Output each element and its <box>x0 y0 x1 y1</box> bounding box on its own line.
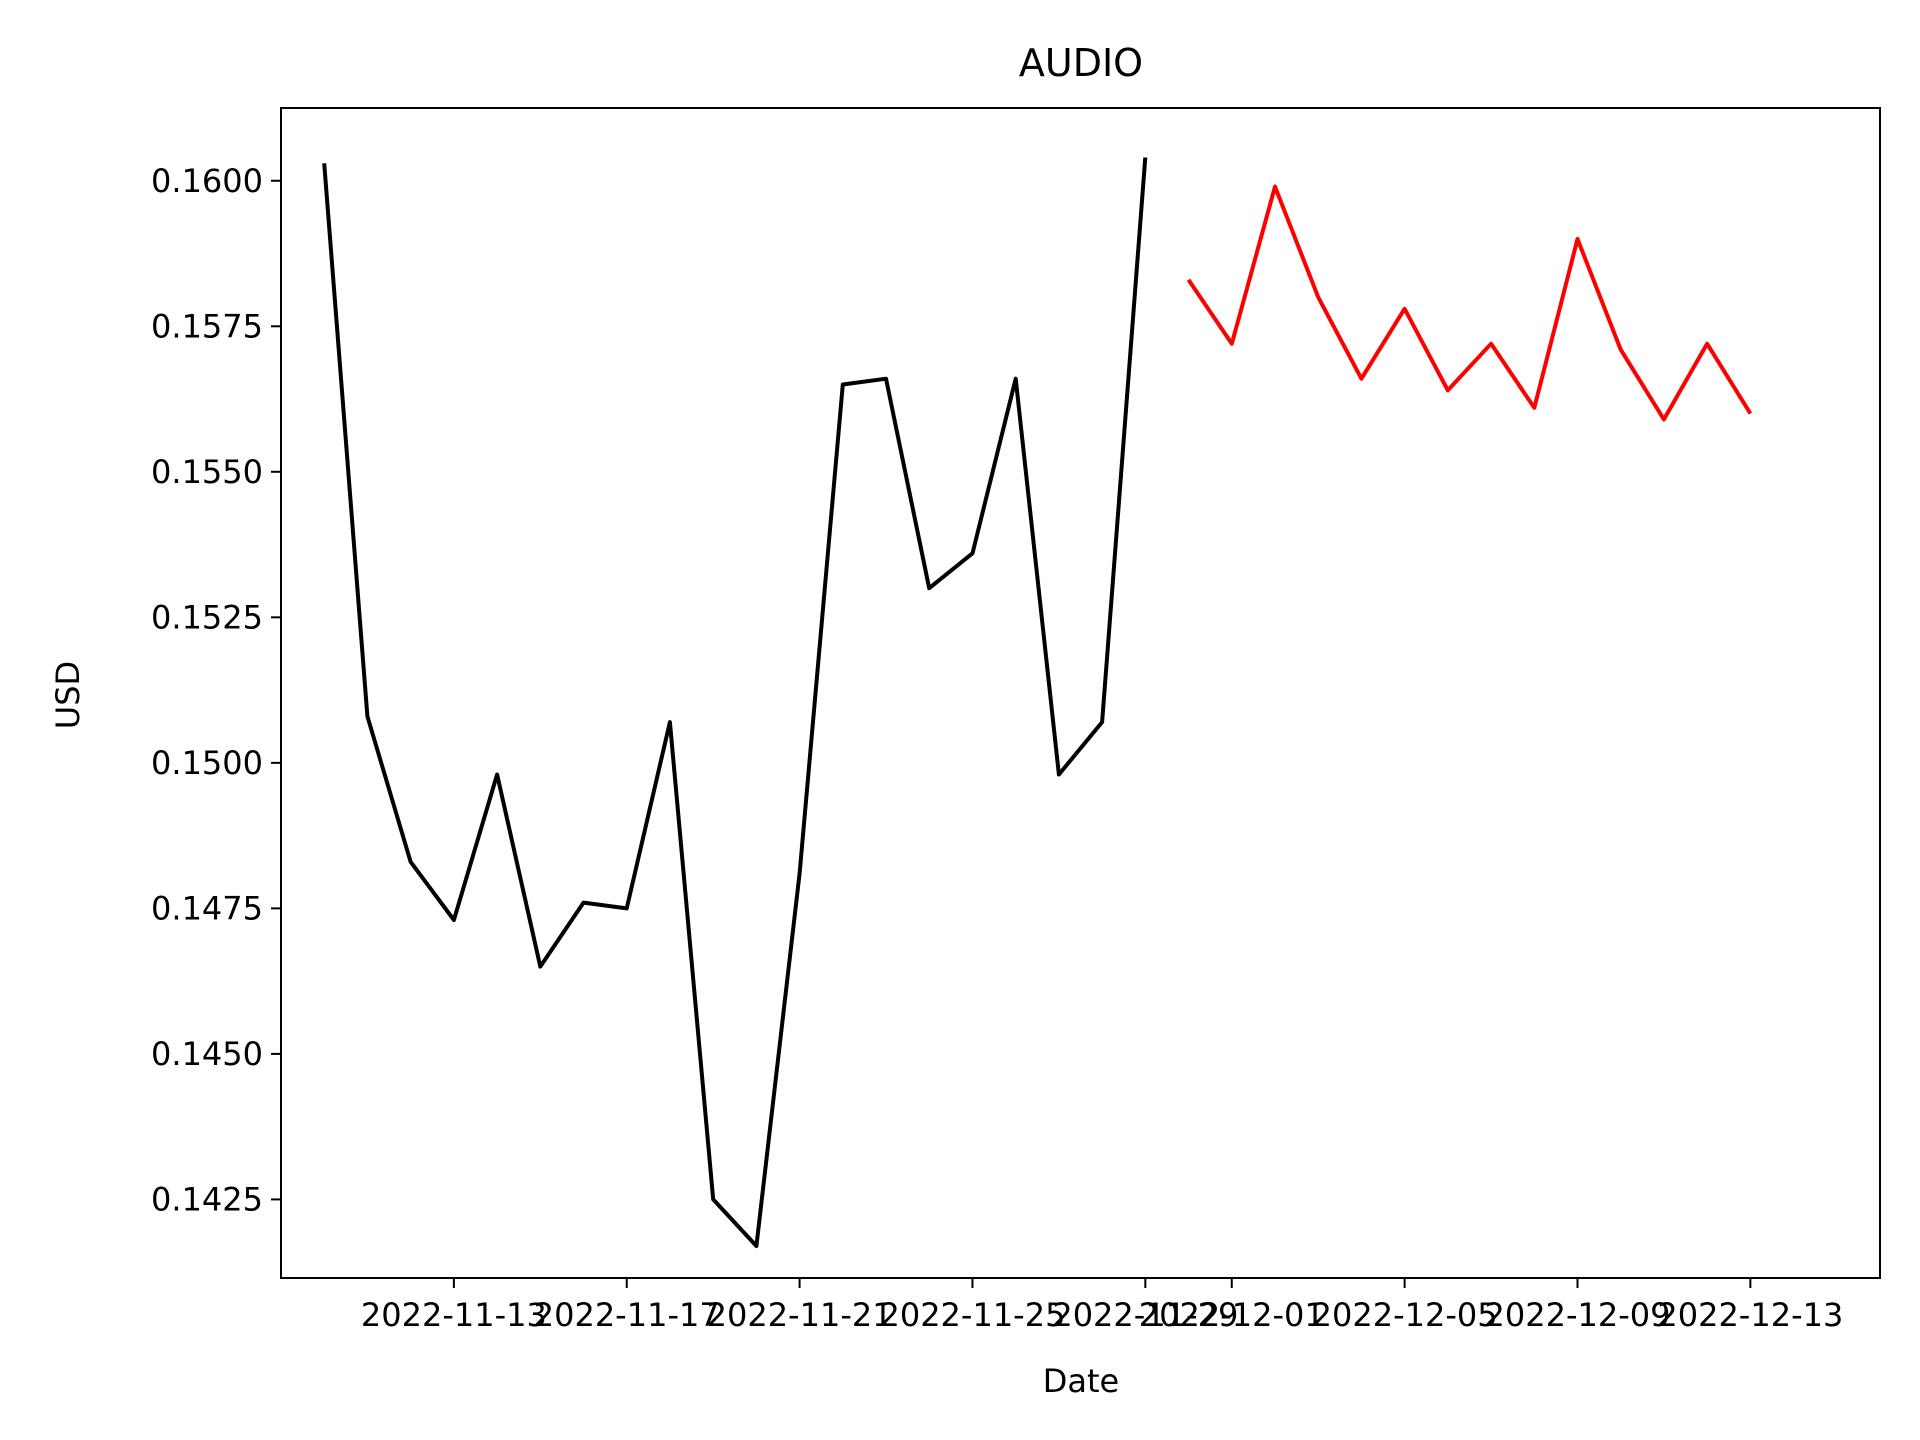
y-tick-label: 0.1450 <box>151 1035 263 1073</box>
y-axis-label: USD <box>49 661 87 729</box>
x-axis-label: Date <box>1043 1362 1119 1400</box>
y-tick-label: 0.1550 <box>151 453 263 491</box>
y-tick-label: 0.1500 <box>151 744 263 782</box>
x-tick-label: 2022-11-13 <box>361 1296 547 1334</box>
plot-frame <box>280 107 1881 1279</box>
y-tick-label: 0.1575 <box>151 307 263 345</box>
x-tick-label: 2022-12-01 <box>1139 1296 1325 1334</box>
x-axis: 2022-11-132022-11-172022-11-212022-11-25… <box>361 1278 1843 1334</box>
x-tick-label: 2022-12-13 <box>1657 1296 1843 1334</box>
y-tick-label: 0.1600 <box>151 162 263 200</box>
x-tick-label: 2022-12-05 <box>1312 1296 1498 1334</box>
x-tick-label: 2022-11-25 <box>879 1296 1065 1334</box>
x-tick-label: 2022-12-09 <box>1485 1296 1671 1334</box>
x-tick-label: 2022-11-21 <box>707 1296 893 1334</box>
series-line-2 <box>1186 184 1753 422</box>
y-tick-label: 0.1525 <box>151 598 263 636</box>
series-line-1 <box>322 157 1148 1248</box>
y-tick-label: 0.1475 <box>151 889 263 927</box>
series-layer <box>322 157 1753 1248</box>
x-tick-label: 2022-11-29 <box>1052 1296 1238 1334</box>
x-tick-label: 2022-11-17 <box>534 1296 720 1334</box>
y-axis: 0.1425 0.1450 0.1475 0.1500 0.1525 0.1550 0.15… <box>151 162 281 1218</box>
chart-title: AUDIO <box>1019 41 1143 85</box>
y-tick-label: 0.1425 <box>151 1180 263 1218</box>
